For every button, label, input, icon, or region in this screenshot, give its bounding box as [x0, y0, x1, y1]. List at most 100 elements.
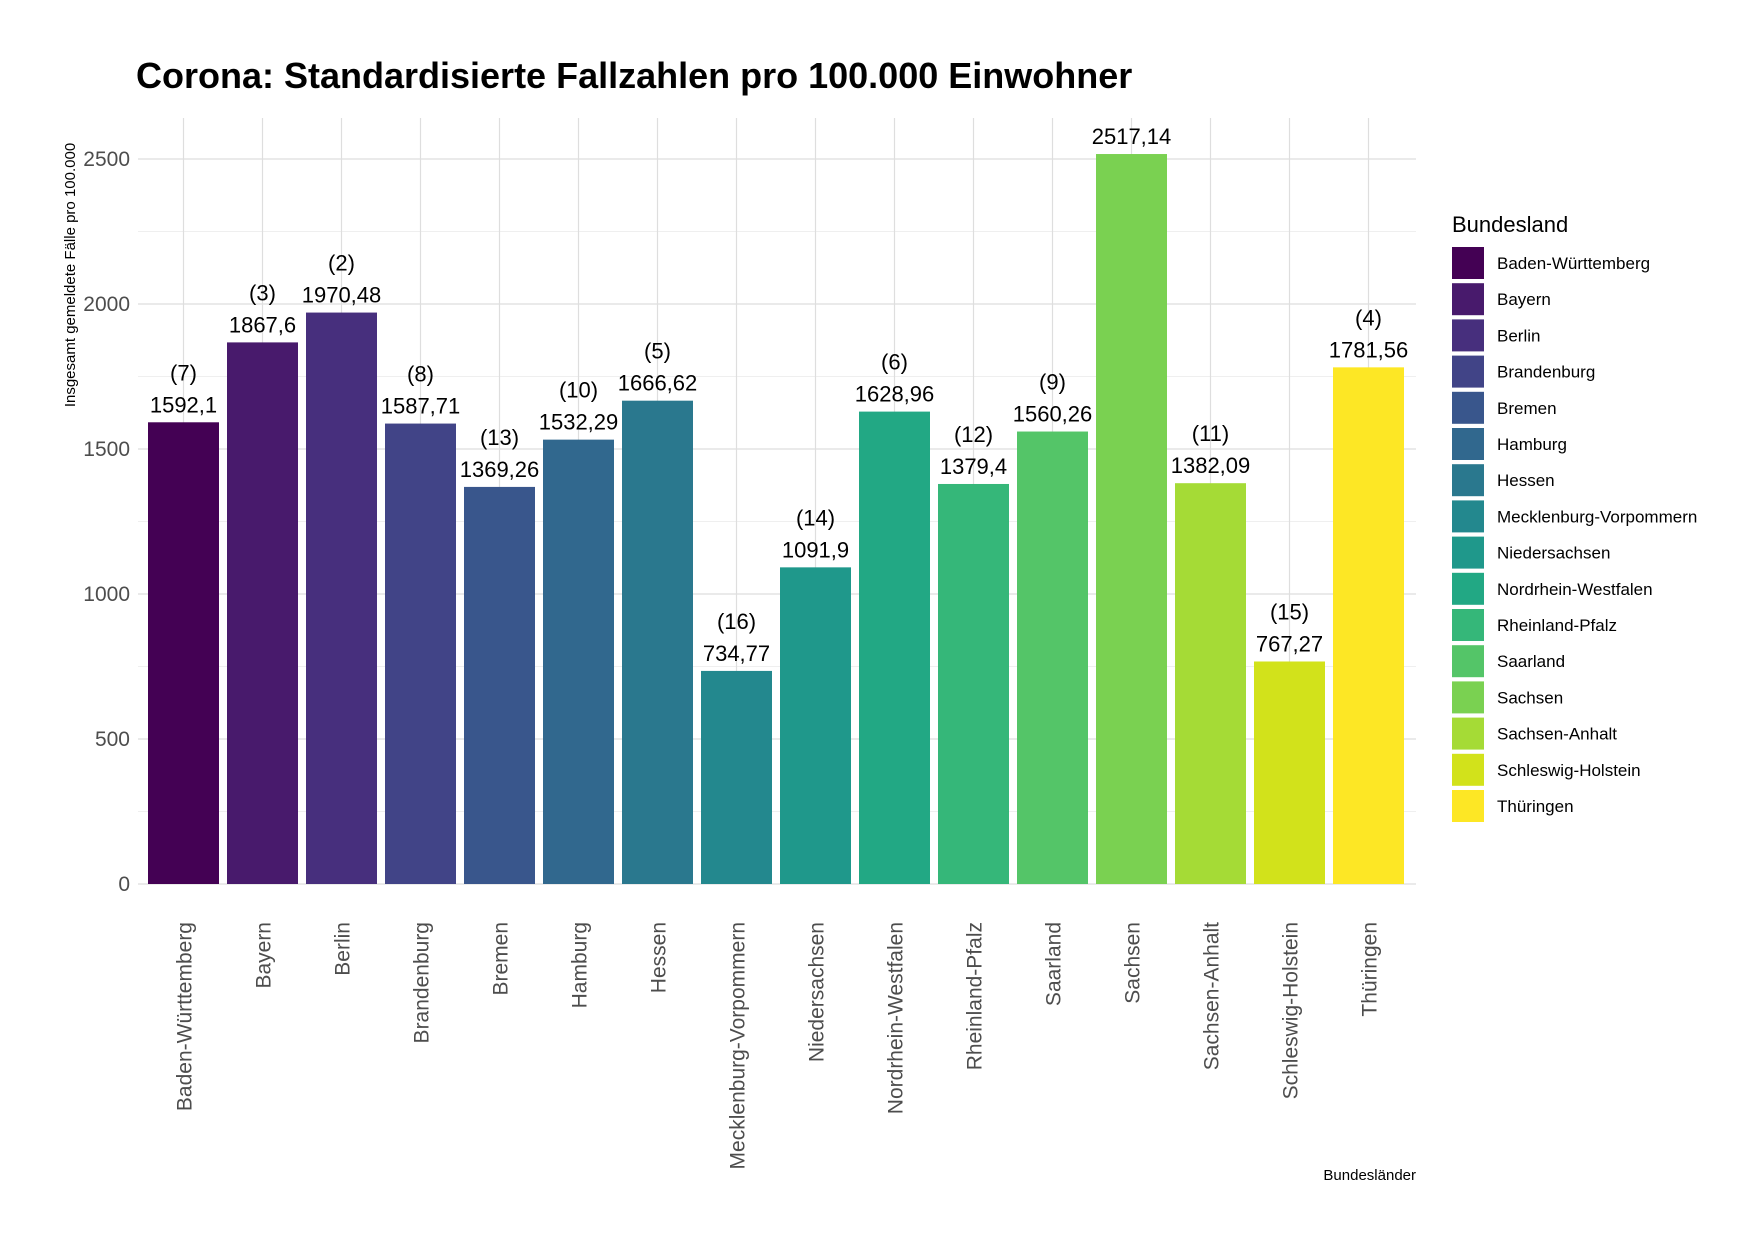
- legend-label: Hessen: [1497, 471, 1555, 490]
- bar-value-label: 1379,4: [940, 454, 1007, 479]
- bar: [859, 411, 930, 884]
- bar: [543, 439, 614, 884]
- bar-rank-label: (4): [1355, 305, 1382, 330]
- legend-swatch: [1452, 500, 1484, 533]
- x-tick-label: Rheinland-Pfalz: [964, 922, 987, 1070]
- legend-swatch: [1452, 717, 1484, 750]
- legend-label: Schleswig-Holstein: [1497, 761, 1641, 780]
- bar: [1017, 431, 1088, 884]
- legend-swatch: [1452, 609, 1484, 641]
- bar-value-label: 1587,71: [381, 394, 461, 419]
- chart-title: Corona: Standardisierte Fallzahlen pro 1…: [136, 55, 1132, 96]
- bar-rank-label: (11): [1192, 421, 1230, 446]
- legend-swatch: [1452, 428, 1484, 460]
- legend-swatch: [1452, 283, 1484, 316]
- legend-swatch: [1452, 645, 1484, 678]
- legend-label: Thüringen: [1497, 797, 1574, 816]
- legend-swatch: [1452, 790, 1484, 822]
- legend-swatch: [1452, 319, 1484, 352]
- bar-value-label: 1592,1: [150, 392, 217, 417]
- bar: [701, 670, 772, 884]
- x-tick-label: Baden-Württemberg: [174, 922, 197, 1111]
- y-tick-label: 1000: [83, 583, 130, 606]
- x-tick-label: Hamburg: [569, 922, 592, 1008]
- legend-label: Bayern: [1497, 290, 1551, 309]
- y-tick-label: 0: [118, 873, 130, 896]
- x-tick-label: Nordrhein-Westfalen: [885, 922, 908, 1114]
- bar-rank-label: (7): [170, 360, 197, 385]
- legend-label: Sachsen-Anhalt: [1497, 725, 1617, 744]
- bar-value-label: 1970,48: [302, 283, 382, 308]
- legend-swatch: [1452, 391, 1484, 424]
- x-axis-title: Bundesländer: [1323, 1167, 1416, 1184]
- bar-value-label: 1532,29: [539, 410, 619, 435]
- bar: [780, 567, 851, 884]
- y-axis-title: Insgesamt gemeldete Fälle pro 100.000: [62, 143, 79, 407]
- x-tick-label: Hessen: [648, 922, 671, 993]
- bar-value-label: 1369,26: [460, 457, 540, 482]
- bar-rank-label: (3): [249, 280, 276, 305]
- x-tick-label: Bayern: [253, 922, 276, 989]
- bars: [148, 154, 1404, 884]
- legend-swatch: [1452, 536, 1484, 569]
- bar: [464, 486, 535, 884]
- bar-rank-label: (14): [796, 505, 835, 530]
- bar: [306, 312, 377, 884]
- legend-swatch: [1452, 464, 1484, 497]
- x-axis: Baden-Württemberg Bayern Berlin Brandenburg…: [174, 922, 1382, 1170]
- x-tick-label: Schleswig-Holstein: [1280, 922, 1303, 1099]
- bar-rank-label: (9): [1039, 370, 1066, 395]
- legend-swatch: [1452, 355, 1484, 388]
- legend-swatch: [1452, 247, 1484, 279]
- legend-label: Hamburg: [1497, 435, 1567, 454]
- bar-rank-label: (16): [717, 609, 756, 634]
- bar-value-label: 1867,6: [229, 312, 296, 337]
- legend-label: Bremen: [1497, 399, 1557, 418]
- bar-value-label: 767,27: [1256, 631, 1323, 656]
- legend: Bundesland Baden-Württemberg Bayern Berlin…: [1452, 212, 1697, 822]
- legend-swatch: [1452, 681, 1484, 714]
- x-tick-label: Niedersachsen: [806, 922, 829, 1062]
- legend-label: Niedersachsen: [1497, 544, 1610, 563]
- bar-rank-label: (8): [407, 362, 434, 387]
- legend-label: Rheinland-Pfalz: [1497, 616, 1617, 635]
- bar-value-label: 734,77: [703, 641, 770, 666]
- bar-rank-label: (2): [328, 251, 355, 276]
- bar-value-label: 1091,9: [782, 537, 849, 562]
- y-axis: 0 500 1000 1500 2000 2500: [83, 148, 130, 896]
- bar: [385, 423, 456, 884]
- bar-value-label: 1628,96: [855, 382, 935, 407]
- x-tick-label: Mecklenburg-Vorpommern: [727, 922, 750, 1169]
- bar: [1333, 367, 1404, 884]
- bar-value-label: 1666,62: [618, 371, 698, 396]
- x-tick-label: Sachsen: [1122, 922, 1145, 1004]
- bar: [1254, 661, 1325, 884]
- bar: [938, 483, 1009, 884]
- bar-rank-label: (10): [559, 378, 598, 403]
- bar: [148, 422, 219, 884]
- legend-label: Sachsen: [1497, 688, 1563, 707]
- legend-label: Brandenburg: [1497, 363, 1595, 382]
- legend-title: Bundesland: [1452, 212, 1568, 237]
- x-tick-label: Berlin: [332, 922, 355, 976]
- bar: [227, 342, 298, 884]
- legend-label: Berlin: [1497, 326, 1540, 345]
- y-tick-label: 2500: [83, 148, 130, 171]
- x-tick-label: Brandenburg: [411, 922, 434, 1043]
- bar-rank-label: (6): [881, 350, 908, 375]
- bar: [1175, 483, 1246, 884]
- x-tick-label: Thüringen: [1359, 922, 1382, 1017]
- bar-rank-label: (5): [644, 339, 671, 364]
- bar-value-label: 1560,26: [1013, 402, 1093, 427]
- x-tick-label: Saarland: [1043, 922, 1066, 1006]
- bar-value-label: 1382,09: [1171, 453, 1251, 478]
- bar-rank-label: (15): [1270, 599, 1309, 624]
- bar-value-label: 1781,56: [1329, 337, 1409, 362]
- legend-label: Mecklenburg-Vorpommern: [1497, 507, 1697, 526]
- legend-label: Nordrhein-Westfalen: [1497, 580, 1653, 599]
- legend-swatch: [1452, 753, 1484, 786]
- y-tick-label: 1500: [83, 438, 130, 461]
- legend-swatch: [1452, 572, 1484, 605]
- y-tick-label: 500: [95, 728, 130, 751]
